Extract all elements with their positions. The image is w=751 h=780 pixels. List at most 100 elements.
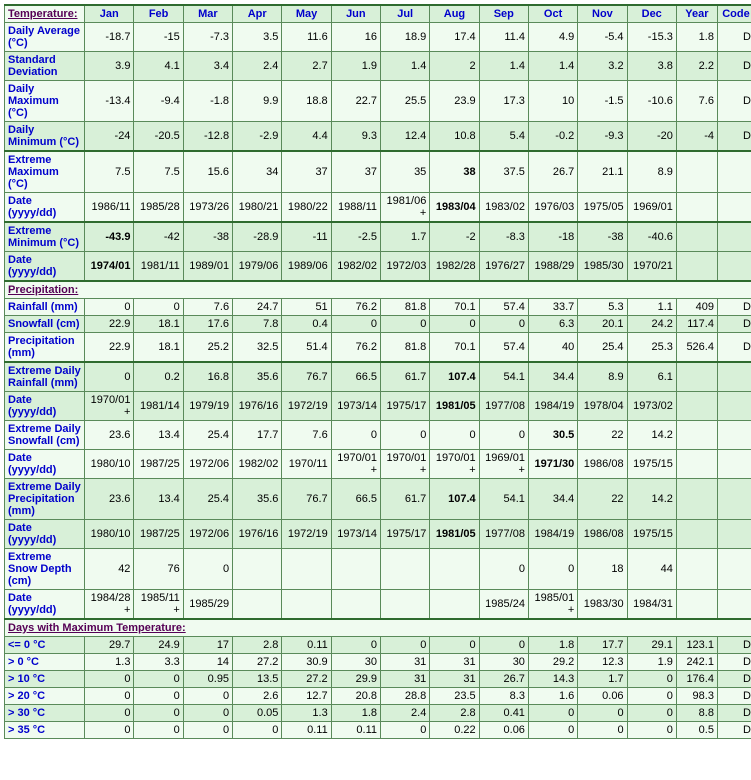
- cell-snow-6: 0: [381, 316, 430, 333]
- cell-dmax-5: 22.7: [331, 81, 380, 122]
- cell-snowdepth_d-7: [430, 590, 479, 620]
- cell-snow-9: 6.3: [528, 316, 577, 333]
- cell-davg-5: 16: [331, 23, 380, 52]
- col-may: May: [282, 5, 331, 23]
- cell-extmax-8: 37.5: [479, 151, 528, 193]
- cell-dmax-13: D: [717, 81, 751, 122]
- cell-davg-2: -7.3: [183, 23, 232, 52]
- cell-extsnow_d-10: 1986/08: [578, 450, 627, 479]
- cell-stddev-0: 3.9: [85, 52, 134, 81]
- cell-snow-2: 17.6: [183, 316, 232, 333]
- cell-extmin-10: -38: [578, 222, 627, 252]
- rowlabel-gt35: > 35 °C: [5, 722, 85, 739]
- cell-extsnow_d-3: 1982/02: [233, 450, 282, 479]
- cell-davg-7: 17.4: [430, 23, 479, 52]
- cell-gt30-8: 0.41: [479, 705, 528, 722]
- cell-extprec_d-8: 1977/08: [479, 520, 528, 549]
- cell-extsnow-13: [717, 421, 751, 450]
- cell-snowdepth_d-0: 1984/28+: [85, 590, 134, 620]
- cell-extmin-2: -38: [183, 222, 232, 252]
- rowlabel-extmax: Extreme Maximum (°C): [5, 151, 85, 193]
- cell-dmax-8: 17.3: [479, 81, 528, 122]
- cell-snowdepth_d-3: [233, 590, 282, 620]
- cell-rain-9: 33.7: [528, 299, 577, 316]
- cell-snow-4: 0.4: [282, 316, 331, 333]
- cell-extmin-11: -40.6: [627, 222, 676, 252]
- cell-gt20-7: 23.5: [430, 688, 479, 705]
- cell-davg-8: 11.4: [479, 23, 528, 52]
- cell-dmax-0: -13.4: [85, 81, 134, 122]
- cell-precip-9: 40: [528, 333, 577, 363]
- cell-stddev-8: 1.4: [479, 52, 528, 81]
- cell-extmax-9: 26.7: [528, 151, 577, 193]
- cell-extrain_d-10: 1978/04: [578, 392, 627, 421]
- cell-extprec-5: 66.5: [331, 479, 380, 520]
- cell-gt0-2: 14: [183, 654, 232, 671]
- cell-gt10-9: 14.3: [528, 671, 577, 688]
- cell-precip-3: 32.5: [233, 333, 282, 363]
- cell-extsnow_d-13: [717, 450, 751, 479]
- cell-snowdepth-10: 18: [578, 549, 627, 590]
- cell-gt35-5: 0.11: [331, 722, 380, 739]
- cell-extrain_d-2: 1979/19: [183, 392, 232, 421]
- cell-gt0-8: 30: [479, 654, 528, 671]
- cell-extmin_d-12: [676, 252, 717, 282]
- cell-extrain_d-11: 1973/02: [627, 392, 676, 421]
- cell-extmax-6: 35: [381, 151, 430, 193]
- cell-extsnow-5: 0: [331, 421, 380, 450]
- cell-extrain-1: 0.2: [134, 362, 183, 392]
- cell-extmax_d-9: 1976/03: [528, 193, 577, 223]
- cell-extrain_d-12: [676, 392, 717, 421]
- cell-precip-13: D: [717, 333, 751, 363]
- cell-snow-0: 22.9: [85, 316, 134, 333]
- section-precipitation: Precipitation:: [5, 281, 751, 299]
- col-jul: Jul: [381, 5, 430, 23]
- cell-snow-12: 117.4: [676, 316, 717, 333]
- rowlabel-gt0: > 0 °C: [5, 654, 85, 671]
- cell-gt0-4: 30.9: [282, 654, 331, 671]
- cell-extprec-0: 23.6: [85, 479, 134, 520]
- cell-extmax-0: 7.5: [85, 151, 134, 193]
- cell-gt35-8: 0.06: [479, 722, 528, 739]
- cell-extmin_d-11: 1970/21: [627, 252, 676, 282]
- cell-extmax-7: 38: [430, 151, 479, 193]
- rowlabel-snowdepth: Extreme Snow Depth (cm): [5, 549, 85, 590]
- cell-snowdepth_d-11: 1984/31: [627, 590, 676, 620]
- cell-dmin-1: -20.5: [134, 122, 183, 152]
- cell-dmax-6: 25.5: [381, 81, 430, 122]
- cell-snowdepth-8: 0: [479, 549, 528, 590]
- cell-gt35-2: 0: [183, 722, 232, 739]
- cell-gt10-12: 176.4: [676, 671, 717, 688]
- cell-extmax-13: [717, 151, 751, 193]
- cell-extmin_d-7: 1982/28: [430, 252, 479, 282]
- cell-extrain_d-6: 1975/17: [381, 392, 430, 421]
- cell-le0-13: D: [717, 637, 751, 654]
- cell-gt0-10: 12.3: [578, 654, 627, 671]
- cell-gt30-2: 0: [183, 705, 232, 722]
- cell-snowdepth-0: 42: [85, 549, 134, 590]
- cell-extrain-10: 8.9: [578, 362, 627, 392]
- cell-gt0-6: 31: [381, 654, 430, 671]
- cell-dmax-9: 10: [528, 81, 577, 122]
- cell-davg-13: D: [717, 23, 751, 52]
- cell-extprec_d-0: 1980/10: [85, 520, 134, 549]
- cell-extsnow-4: 7.6: [282, 421, 331, 450]
- cell-gt20-13: D: [717, 688, 751, 705]
- cell-extmin-6: 1.7: [381, 222, 430, 252]
- col-oct: Oct: [528, 5, 577, 23]
- cell-gt35-12: 0.5: [676, 722, 717, 739]
- cell-gt35-7: 0.22: [430, 722, 479, 739]
- cell-extmax_d-10: 1975/05: [578, 193, 627, 223]
- cell-snowdepth-3: [233, 549, 282, 590]
- cell-extsnow-1: 13.4: [134, 421, 183, 450]
- cell-extmin-12: [676, 222, 717, 252]
- cell-snowdepth_d-10: 1983/30: [578, 590, 627, 620]
- cell-extrain_d-9: 1984/19: [528, 392, 577, 421]
- cell-dmin-13: D: [717, 122, 751, 152]
- cell-stddev-10: 3.2: [578, 52, 627, 81]
- rowlabel-extmax_d: Date (yyyy/dd): [5, 193, 85, 223]
- cell-extrain-3: 35.6: [233, 362, 282, 392]
- cell-stddev-9: 1.4: [528, 52, 577, 81]
- cell-extprec_d-4: 1972/19: [282, 520, 331, 549]
- cell-gt10-4: 27.2: [282, 671, 331, 688]
